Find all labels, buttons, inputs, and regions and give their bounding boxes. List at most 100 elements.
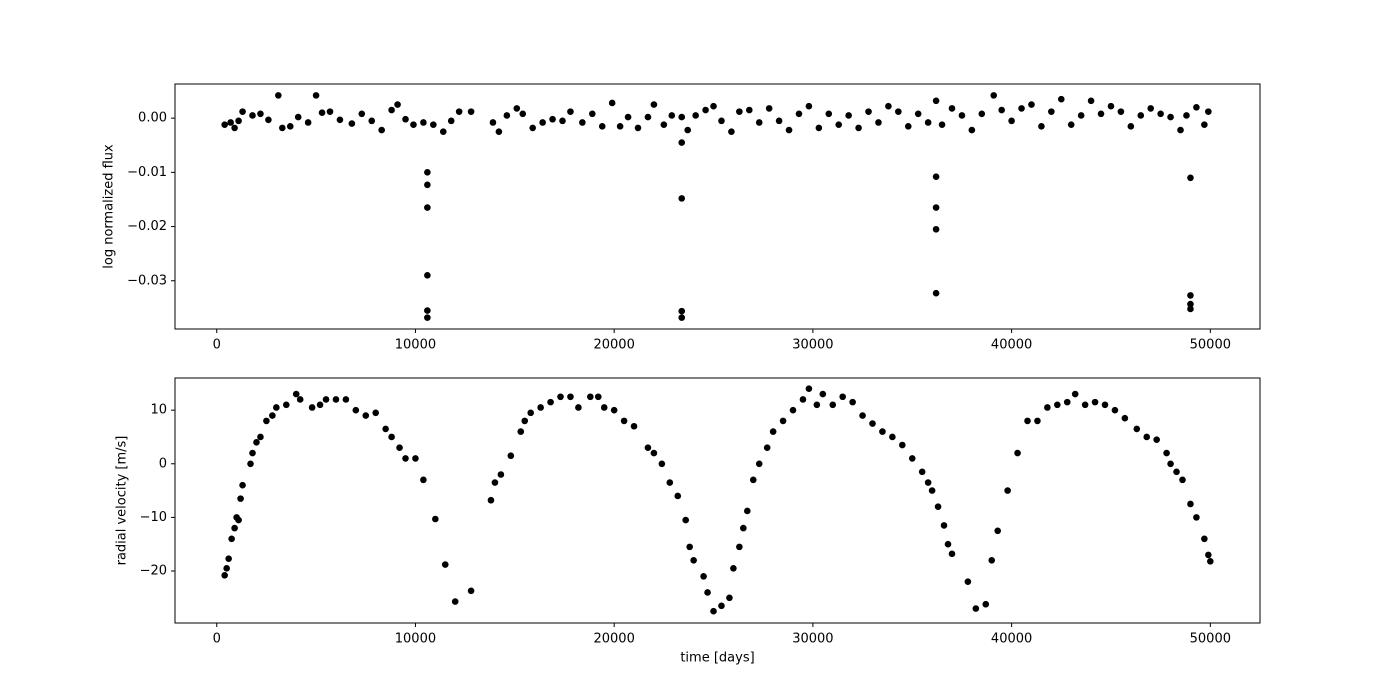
data-point xyxy=(263,417,270,425)
data-point xyxy=(322,396,330,403)
data-point xyxy=(549,115,556,123)
data-point xyxy=(918,468,926,476)
data-point xyxy=(1028,101,1035,108)
data-point xyxy=(1193,104,1200,111)
data-point xyxy=(372,409,380,417)
y-axis-label: radial velocity [m/s] xyxy=(115,436,130,566)
data-point xyxy=(634,124,642,132)
data-point xyxy=(221,121,228,128)
data-point xyxy=(990,92,998,99)
data-point xyxy=(1187,300,1194,308)
data-point xyxy=(744,507,751,515)
data-point xyxy=(1034,417,1041,425)
subplot: 0 10000 20000 30000 40000 50000 −0.03 −0.02 −0.0… xyxy=(102,83,1261,353)
data-point xyxy=(269,412,276,419)
data-point xyxy=(589,110,596,118)
data-point xyxy=(855,124,862,132)
data-point xyxy=(839,393,846,401)
data-point xyxy=(275,92,282,99)
data-point xyxy=(1054,401,1061,409)
y-tick-label: −0.03 xyxy=(127,273,167,288)
data-point xyxy=(235,516,242,524)
data-point xyxy=(1193,514,1200,521)
data-point xyxy=(710,607,717,615)
data-point xyxy=(710,102,717,110)
data-point xyxy=(1137,112,1145,119)
data-point xyxy=(610,406,618,414)
data-point xyxy=(388,106,395,114)
data-point xyxy=(1081,401,1089,409)
data-point xyxy=(594,393,602,401)
data-point xyxy=(441,561,449,568)
data-point xyxy=(513,105,521,112)
data-point xyxy=(682,516,690,524)
data-point xyxy=(225,555,232,562)
data-point xyxy=(678,113,686,121)
data-point xyxy=(972,605,980,612)
data-point xyxy=(678,307,686,315)
data-point xyxy=(1179,476,1186,484)
data-point xyxy=(895,108,902,115)
data-point xyxy=(253,439,260,446)
data-point xyxy=(424,169,431,176)
data-point xyxy=(239,481,246,489)
data-point xyxy=(805,102,813,110)
data-point xyxy=(257,110,264,118)
data-point xyxy=(932,173,940,180)
data-point xyxy=(932,97,940,105)
data-point xyxy=(1201,535,1208,543)
data-point xyxy=(1187,305,1194,313)
y-axis-label: log normalized flux xyxy=(102,144,117,269)
data-point xyxy=(249,449,256,457)
data-point xyxy=(932,204,940,211)
subplot: 0 10000 20000 30000 40000 50000 −20 −10 0 10 radia… xyxy=(115,377,1261,666)
data-point xyxy=(587,393,594,401)
data-point xyxy=(239,108,246,115)
data-point xyxy=(1071,390,1079,398)
data-point xyxy=(567,108,574,115)
data-point xyxy=(388,433,395,441)
data-point xyxy=(914,110,922,118)
data-point xyxy=(958,112,966,119)
data-point xyxy=(948,105,956,112)
data-point xyxy=(1038,122,1045,130)
data-point xyxy=(221,571,228,579)
data-point xyxy=(382,425,389,433)
data-point xyxy=(650,449,658,457)
data-point xyxy=(964,578,972,586)
data-point xyxy=(994,527,1001,535)
data-point xyxy=(223,565,230,572)
x-tick-label: 10000 xyxy=(395,632,436,647)
data-point xyxy=(668,112,676,119)
data-point xyxy=(650,101,658,108)
data-point xyxy=(666,479,674,486)
data-point xyxy=(678,195,686,202)
data-point xyxy=(1183,112,1190,119)
data-point xyxy=(235,117,242,125)
data-point xyxy=(424,272,431,279)
data-point xyxy=(559,117,566,125)
x-tick-label: 10000 xyxy=(395,338,436,353)
data-point xyxy=(718,117,725,125)
data-point xyxy=(257,433,264,441)
data-point xyxy=(1048,108,1055,115)
data-point xyxy=(789,406,797,414)
data-point xyxy=(396,444,403,451)
data-point xyxy=(934,503,942,510)
x-tick-label: 0 xyxy=(213,338,221,353)
data-point xyxy=(1167,113,1174,121)
data-point xyxy=(982,600,990,608)
data-point xyxy=(547,398,554,406)
data-point xyxy=(308,404,316,411)
data-point xyxy=(849,398,856,406)
data-point xyxy=(736,108,743,115)
x-tick-label: 20000 xyxy=(593,632,634,647)
data-point xyxy=(736,543,743,551)
data-point xyxy=(358,110,366,118)
data-point xyxy=(247,460,254,468)
data-point xyxy=(1063,398,1071,406)
data-point xyxy=(813,401,821,409)
data-point xyxy=(1205,108,1212,115)
x-tick-label: 30000 xyxy=(792,632,833,647)
data-point xyxy=(1101,401,1109,409)
